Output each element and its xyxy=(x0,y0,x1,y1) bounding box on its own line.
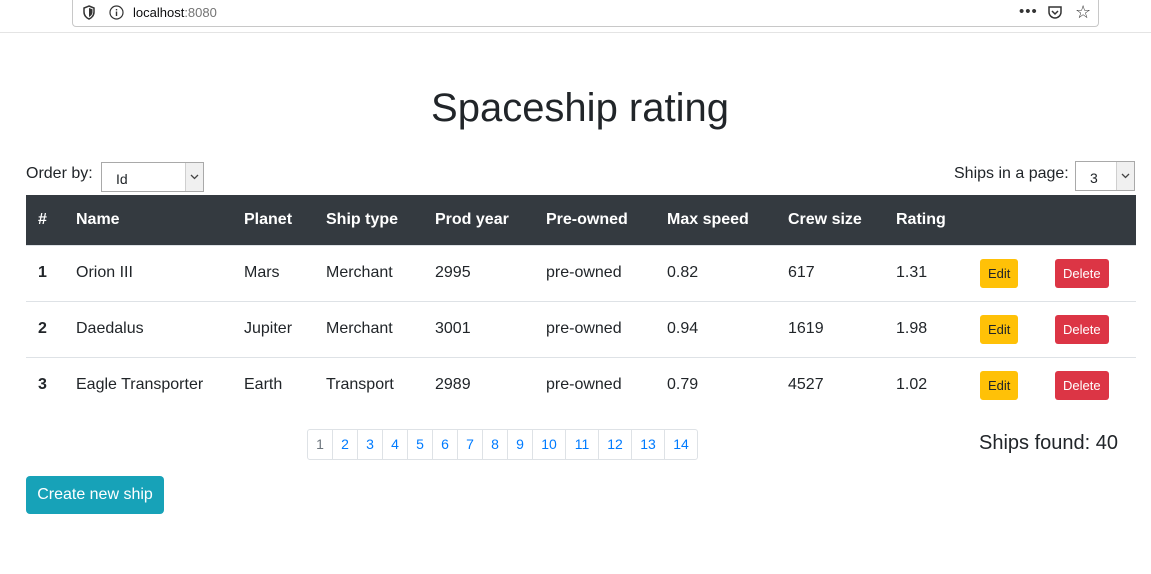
page-link-6[interactable]: 6 xyxy=(432,430,457,459)
edit-button[interactable]: Edit xyxy=(980,370,1019,400)
cell-max-speed: 0.94 xyxy=(667,320,699,337)
ships-table: # Name Planet Ship type Prod year Pre-ow… xyxy=(26,195,1136,413)
page-link-12[interactable]: 12 xyxy=(598,430,631,459)
page-link-7[interactable]: 7 xyxy=(457,430,482,459)
browser-toolbar: localhost:8080 ••• ☆ xyxy=(0,0,1151,33)
delete-button[interactable]: Delete xyxy=(1055,370,1109,400)
page-size-select[interactable]: 3 xyxy=(1075,161,1135,191)
info-icon[interactable] xyxy=(109,5,124,20)
cell-crew-size: 4527 xyxy=(788,376,824,394)
page-link-1[interactable]: 1 xyxy=(316,436,324,452)
column-header-planet: Planet xyxy=(244,210,293,228)
page-link-3[interactable]: 3 xyxy=(357,430,382,459)
delete-button[interactable]: Delete xyxy=(1055,314,1109,344)
cell-id: 3 xyxy=(38,376,47,394)
cell-rating: 1.31 xyxy=(896,264,928,281)
delete-button[interactable]: Delete xyxy=(1055,258,1109,288)
shield-icon[interactable] xyxy=(83,5,95,20)
cell-name: Daedalus xyxy=(76,320,144,337)
address-bar[interactable]: localhost:8080 ••• ☆ xyxy=(72,0,1099,27)
create-new-ship-button[interactable]: Create new ship xyxy=(26,476,164,514)
cell-planet: Earth xyxy=(244,376,283,394)
column-header-delete xyxy=(1043,195,1136,245)
page-link-13[interactable]: 13 xyxy=(631,430,664,459)
table-header-row: # Name Planet Ship type Prod year Pre-ow… xyxy=(26,195,1136,245)
cell-prod-year: 3001 xyxy=(435,320,471,337)
page-link-14[interactable]: 14 xyxy=(664,430,697,459)
column-header-name: Name xyxy=(76,210,120,228)
page-link-2[interactable]: 2 xyxy=(332,430,357,459)
table-row: 3 Eagle Transporter Earth Transport 2989… xyxy=(26,357,1136,413)
table-row: 2 Daedalus Jupiter Merchant 3001 pre-own… xyxy=(26,301,1136,357)
chevron-down-icon[interactable] xyxy=(1116,162,1134,190)
cell-edit: Edit xyxy=(968,301,1043,357)
page-link-8[interactable]: 8 xyxy=(482,430,507,459)
chevron-down-icon[interactable] xyxy=(185,163,203,191)
page-size-value: 3 xyxy=(1090,170,1098,186)
order-by-value: Id xyxy=(116,171,128,187)
page-link-9[interactable]: 9 xyxy=(507,430,532,459)
page-title: Spaceship rating xyxy=(431,86,729,130)
cell-delete: Delete xyxy=(1043,301,1136,357)
cell-pre-owned: pre-owned xyxy=(546,376,622,394)
cell-ship-type: Merchant xyxy=(326,320,393,337)
page-size-label: Ships in a page: xyxy=(954,165,1069,182)
order-by-label: Order by: xyxy=(26,165,93,182)
url-text[interactable]: localhost:8080 xyxy=(133,5,217,20)
column-header-id: # xyxy=(38,210,47,228)
pagination: 1 2 3 4 5 6 7 8 9 10 11 12 13 14 xyxy=(307,429,698,460)
cell-planet: Mars xyxy=(244,264,280,281)
cell-planet: Jupiter xyxy=(244,320,293,337)
cell-delete: Delete xyxy=(1043,245,1136,301)
order-by-select[interactable]: Id xyxy=(101,162,204,192)
pocket-icon[interactable] xyxy=(1047,5,1063,20)
cell-prod-year: 2989 xyxy=(435,376,471,394)
cell-prod-year: 2995 xyxy=(435,264,471,281)
page-link-4[interactable]: 4 xyxy=(382,430,407,459)
ships-found-count: Ships found: 40 xyxy=(979,432,1118,454)
edit-button[interactable]: Edit xyxy=(980,258,1019,288)
cell-max-speed: 0.82 xyxy=(667,264,699,281)
table-row: 1 Orion III Mars Merchant 2995 pre-owned… xyxy=(26,245,1136,301)
page-link-5[interactable]: 5 xyxy=(407,430,432,459)
cell-rating: 1.02 xyxy=(896,376,928,394)
cell-edit: Edit xyxy=(968,357,1043,413)
column-header-max-speed: Max speed xyxy=(667,210,749,228)
cell-max-speed: 0.79 xyxy=(667,376,699,394)
cell-ship-type: Transport xyxy=(326,376,394,394)
page-link-11[interactable]: 11 xyxy=(565,430,598,459)
column-header-pre-owned: Pre-owned xyxy=(546,210,628,228)
column-header-prod-year: Prod year xyxy=(435,210,509,228)
bookmark-star-icon[interactable]: ☆ xyxy=(1075,2,1092,22)
cell-pre-owned: pre-owned xyxy=(546,320,622,337)
cell-id: 1 xyxy=(38,264,47,281)
more-actions-icon[interactable]: ••• xyxy=(1019,3,1038,20)
column-header-rating: Rating xyxy=(896,210,946,228)
cell-name: Orion III xyxy=(76,264,133,281)
column-header-edit xyxy=(968,195,1043,245)
edit-button[interactable]: Edit xyxy=(980,314,1019,344)
column-header-ship-type: Ship type xyxy=(326,210,399,228)
cell-id: 2 xyxy=(38,320,47,337)
cell-rating: 1.98 xyxy=(896,320,928,337)
cell-delete: Delete xyxy=(1043,357,1136,413)
cell-name: Eagle Transporter xyxy=(76,376,204,394)
cell-pre-owned: pre-owned xyxy=(546,264,622,281)
cell-crew-size: 617 xyxy=(788,264,815,281)
column-header-crew-size: Crew size xyxy=(788,210,862,228)
cell-crew-size: 1619 xyxy=(788,320,824,337)
page-link-10[interactable]: 10 xyxy=(532,430,565,459)
cell-ship-type: Merchant xyxy=(326,264,393,281)
cell-edit: Edit xyxy=(968,245,1043,301)
